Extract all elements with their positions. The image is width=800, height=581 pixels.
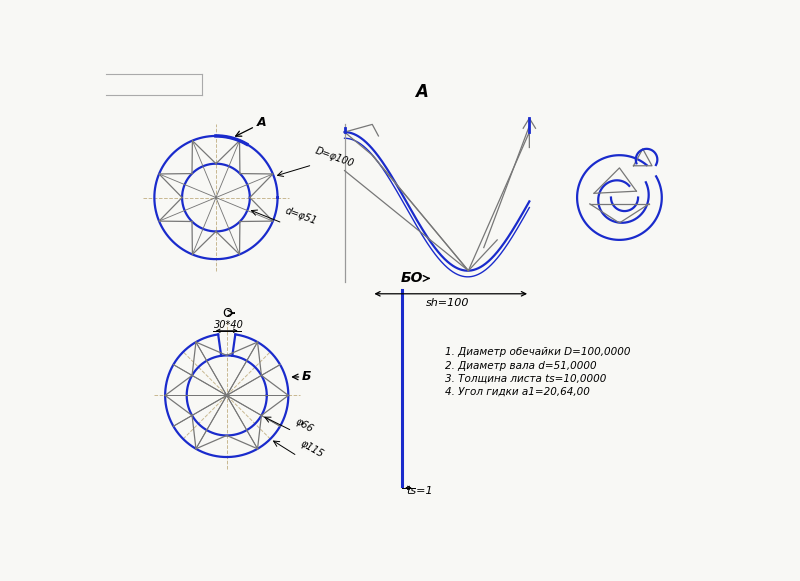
Text: 1. Диаметр обечайки D=100,0000: 1. Диаметр обечайки D=100,0000 <box>445 347 630 357</box>
Text: sh=100: sh=100 <box>426 298 470 308</box>
Text: A: A <box>415 84 428 102</box>
Text: 2. Диаметр вала d=51,0000: 2. Диаметр вала d=51,0000 <box>445 360 596 371</box>
Text: d=φ51: d=φ51 <box>284 206 318 227</box>
Text: 3. Толщина листа ts=10,0000: 3. Толщина листа ts=10,0000 <box>445 374 606 383</box>
Text: D=φ100: D=φ100 <box>314 145 355 168</box>
Text: 30*40: 30*40 <box>214 321 244 331</box>
Text: φ66: φ66 <box>294 417 315 435</box>
Text: A: A <box>257 116 266 129</box>
Text: БО: БО <box>401 271 423 285</box>
Text: ts=1: ts=1 <box>406 486 433 496</box>
Text: O: O <box>222 307 232 320</box>
Text: Б: Б <box>302 370 312 383</box>
Text: 4. Угол гидки a1=20,64,00: 4. Угол гидки a1=20,64,00 <box>445 387 590 397</box>
Text: φ115: φ115 <box>298 438 326 460</box>
